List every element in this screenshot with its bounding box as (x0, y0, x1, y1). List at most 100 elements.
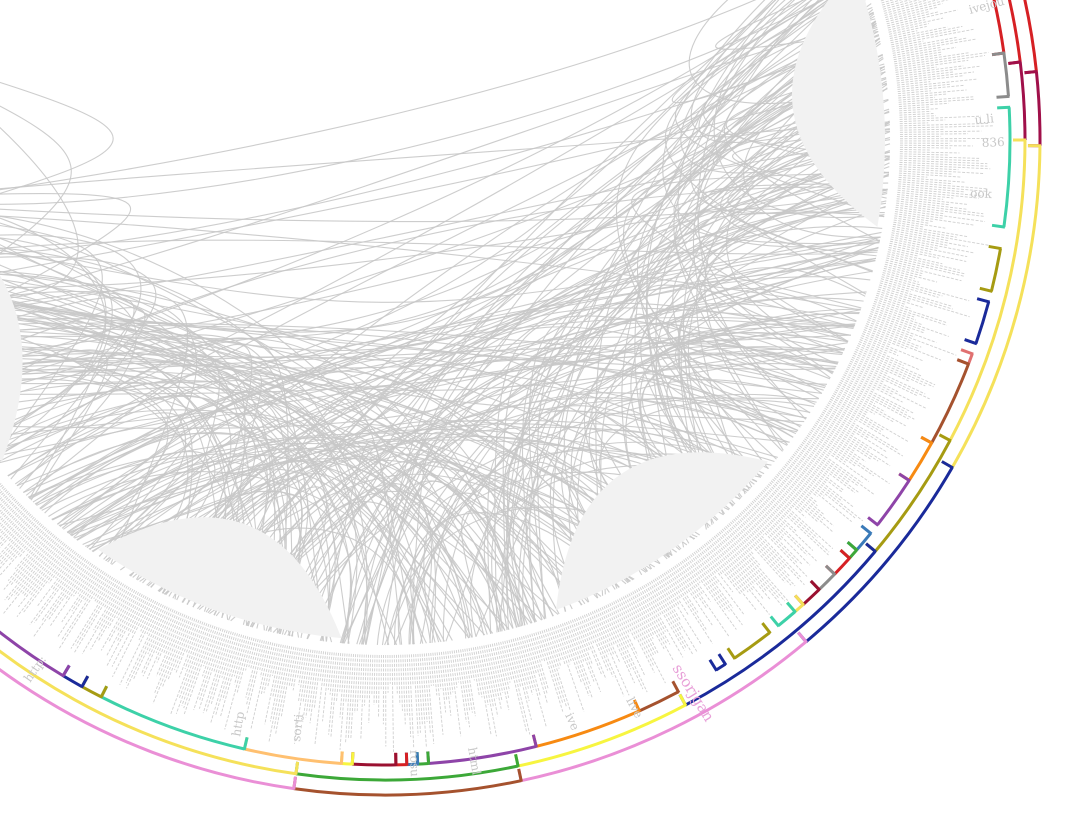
node-label-mark (246, 640, 263, 705)
node-label-mark (95, 576, 113, 604)
node-label-mark (419, 653, 427, 748)
edge-line (713, 0, 885, 219)
node-label-mark (845, 370, 894, 395)
node-label-mark (899, 115, 982, 120)
hierarchy-arc-cap (920, 435, 934, 445)
hierarchy-arc (638, 690, 680, 713)
node-label-mark (202, 630, 230, 714)
node-label-mark (210, 633, 238, 724)
node-label-mark (359, 654, 363, 701)
node-label-mark (97, 586, 130, 642)
node-label-mark (483, 645, 499, 717)
edge-line (0, 338, 514, 629)
edge-line (673, 66, 885, 245)
node-label-mark (458, 649, 471, 728)
node-label-mark (849, 362, 919, 397)
node-label-mark (622, 596, 654, 656)
edge-line (107, 26, 878, 563)
edge-line (506, 34, 880, 629)
node-label-mark (830, 396, 909, 442)
hierarchy-ring-layer (0, 0, 1042, 797)
edge-line (0, 81, 114, 195)
node-label-mark (800, 443, 860, 487)
node-label-mark (0, 501, 20, 522)
node-label-mark (813, 424, 855, 452)
node-label-mark (48, 561, 90, 620)
group-fill-wedge (0, 275, 23, 462)
node-label-mark (877, 288, 970, 318)
node-label-mark (158, 614, 186, 676)
node-label-mark (737, 514, 805, 586)
node-label-mark (679, 561, 703, 595)
node-label-mark (897, 81, 931, 86)
node-label-mark (0, 516, 35, 555)
hierarchy-arc-cap (726, 647, 737, 660)
node-label-mark (468, 648, 475, 681)
hierarchy-arc (0, 649, 297, 776)
node-label-mark (889, 26, 948, 39)
node-label-mark (702, 545, 742, 595)
node-label-mark (36, 552, 78, 607)
node-label-mark (373, 654, 376, 705)
node-label-mark (899, 106, 930, 110)
edge-line (0, 317, 265, 631)
edge-line (680, 0, 891, 174)
node-label-mark (393, 654, 396, 687)
node-label-mark (703, 543, 757, 610)
node-label-mark (899, 151, 960, 154)
hierarchy-arc (777, 610, 797, 627)
node-label-mark (402, 654, 406, 725)
node-label-mark (518, 637, 535, 691)
hierarchy-arc (535, 709, 640, 748)
node-label-mark (271, 643, 280, 676)
node-label-mark (632, 591, 665, 650)
node-label-mark (248, 638, 257, 668)
node-label-mark (174, 618, 196, 671)
node-label-mark (896, 71, 975, 82)
node-label-mark (609, 603, 645, 676)
node-label-mark (147, 607, 170, 655)
node-label-mark (897, 78, 977, 88)
hierarchy-arc (295, 764, 519, 782)
node-label-mark (630, 592, 655, 635)
node-label-mark (722, 528, 786, 602)
node-label-mark (440, 651, 448, 701)
node-label-mark (893, 54, 942, 63)
node-label-mark (551, 626, 566, 665)
edge-line (56, 158, 890, 525)
node-label-mark (462, 649, 473, 713)
node-label-mark (432, 652, 438, 696)
node-label-mark (360, 654, 365, 740)
node-label-mark (885, 259, 922, 270)
edge-line (213, 398, 415, 645)
node-label-mark (897, 191, 954, 199)
hierarchy-arc-cap (964, 338, 978, 346)
node-label-mark (890, 238, 939, 249)
node-label-mark (894, 51, 989, 67)
hierarchy-arc-cap (99, 685, 109, 699)
edge-line (0, 374, 589, 603)
node-label-mark (708, 539, 770, 615)
node-label-mark (683, 559, 701, 584)
node-label-mark (308, 650, 318, 712)
node-label-mark (869, 313, 924, 334)
node-label-mark (782, 467, 818, 498)
node-label-mark (525, 635, 537, 674)
node-label-mark (751, 500, 808, 556)
node-label-mark (220, 635, 245, 717)
node-label-mark (865, 325, 922, 348)
hierarchy-arc-cap (846, 541, 859, 552)
node-label-mark (139, 599, 155, 628)
node-label-mark (375, 654, 378, 705)
hierarchy-arc (517, 703, 687, 768)
group-fill-wedge (556, 452, 769, 610)
node-label-mark (533, 632, 543, 661)
node-label-mark (543, 629, 571, 711)
node-label-mark (29, 555, 81, 625)
node-label-mark (198, 629, 226, 709)
hierarchy-arc-cap (632, 699, 641, 713)
hierarchy-arc (948, 139, 1027, 442)
node-label-mark (589, 612, 609, 655)
node-label-mark (896, 200, 968, 210)
hierarchy-arc (907, 442, 933, 482)
